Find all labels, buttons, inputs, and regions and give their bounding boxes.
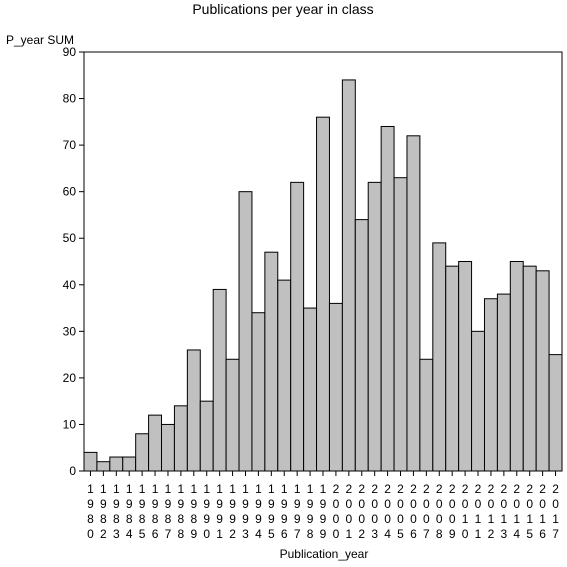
bar-2015	[522, 265, 537, 472]
bar-1989	[186, 349, 201, 472]
y-tick-label: 50	[63, 231, 77, 245]
bar-1982	[96, 461, 111, 472]
bar-1986	[148, 414, 163, 472]
bar-2002	[354, 219, 369, 472]
bar-2012	[483, 298, 498, 472]
bar-2009	[445, 265, 460, 472]
bar-1999	[316, 116, 330, 472]
bar-2000	[328, 302, 343, 472]
bar-1985	[135, 433, 150, 472]
bar-2013	[496, 293, 511, 472]
bar-2010	[458, 261, 473, 472]
x-axis-ticks: 1 9 8 0 1 9 8 2 1 9 8 3 1 9 8 4 1 9 8 5 1 9 8 6 1 9 8 7 1 9 8 8 1 9 8 9 1 9 9 0…	[87, 471, 559, 541]
bar-1993	[238, 191, 253, 472]
bar-1996	[277, 279, 292, 472]
bar-1987	[161, 423, 175, 472]
y-tick-label: 10	[63, 417, 77, 431]
chart-title: Publications per year in class	[192, 1, 373, 17]
bar-1997	[290, 181, 305, 472]
bar-1995	[264, 251, 279, 472]
bar-1992	[225, 358, 240, 472]
y-axis-label: P_year SUM	[6, 33, 74, 47]
bar-2004	[380, 125, 395, 472]
bar-1984	[122, 456, 137, 472]
y-tick-label: 20	[63, 371, 77, 385]
x-axis-label: Publication_year	[280, 547, 369, 561]
y-tick-label: 90	[63, 45, 77, 59]
y-tick-label: 30	[63, 324, 77, 338]
bar-2007	[419, 358, 434, 472]
bar-1983	[109, 456, 124, 472]
y-tick-label: 60	[63, 185, 77, 199]
y-tick-label: 70	[63, 138, 77, 152]
bar-1991	[212, 288, 227, 472]
bar-2001	[341, 79, 356, 472]
y-tick-label: 0	[69, 464, 76, 478]
y-tick-label: 40	[63, 278, 77, 292]
bar-2008	[432, 242, 447, 472]
y-tick-label: 80	[63, 92, 77, 106]
bar-2016	[535, 270, 550, 472]
bar-1994	[251, 312, 266, 472]
bars	[83, 79, 563, 472]
bar-1988	[173, 405, 188, 472]
bar-2017	[548, 354, 563, 472]
bar-2003	[367, 181, 382, 472]
bar-2014	[509, 261, 524, 472]
bar-1998	[303, 307, 318, 472]
bar-2005	[393, 177, 408, 472]
bar-1980	[83, 451, 98, 472]
bar-2006	[406, 135, 421, 472]
bar-2011	[471, 330, 485, 472]
bar-1990	[199, 400, 214, 472]
plot-frame	[83, 51, 563, 472]
y-axis-ticks: 0 10 20 30 40 50 60 70 80 90	[63, 45, 84, 478]
